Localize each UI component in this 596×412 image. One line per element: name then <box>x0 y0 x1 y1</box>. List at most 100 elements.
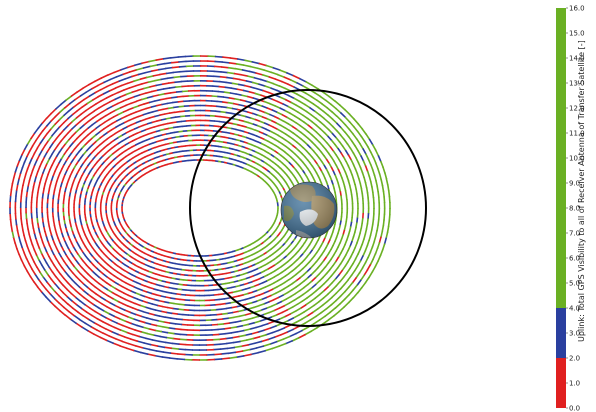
orbit-segment <box>293 258 299 264</box>
orbit-segment <box>169 141 174 145</box>
orbit-segment <box>133 285 139 290</box>
orbit-segment <box>278 117 285 123</box>
orbit-segment <box>257 281 264 286</box>
orbit-segment <box>310 326 319 333</box>
orbit-segment <box>179 273 185 276</box>
orbit-segment <box>276 213 279 216</box>
orbit-segment <box>68 98 76 105</box>
orbit-segment <box>128 342 137 347</box>
orbit-segment <box>155 139 161 143</box>
orbit-segment <box>284 164 288 169</box>
orbit-segment <box>284 151 289 156</box>
orbit-segment <box>117 140 123 145</box>
orbit-segment <box>380 230 384 238</box>
orbit-segment <box>109 226 113 231</box>
orbit-segment <box>85 87 93 94</box>
orbit-segment <box>68 214 71 220</box>
orbit-segment <box>217 323 224 326</box>
orbit-segment <box>339 298 346 305</box>
colorbar-segment <box>556 358 566 408</box>
orbit-segment <box>148 270 153 274</box>
orbit-segment <box>282 187 286 191</box>
orbit-segment <box>138 243 142 247</box>
orbit-segment <box>139 134 145 139</box>
orbit-segment <box>170 256 175 260</box>
orbit-segment <box>283 189 287 193</box>
orbit-segment <box>158 92 166 96</box>
orbit-segment <box>317 106 325 113</box>
orbit-segment <box>38 259 43 266</box>
orbit-segment <box>46 216 50 222</box>
orbit-segment <box>136 164 141 168</box>
orbit-segment <box>318 244 322 250</box>
orbit-segment <box>99 324 107 330</box>
orbit-segment <box>272 237 277 242</box>
orbit-segment <box>107 147 113 152</box>
orbit-segment <box>267 320 275 325</box>
orbit-segment <box>41 192 44 199</box>
orbit-segment <box>105 112 112 117</box>
orbit-segment <box>297 247 302 253</box>
orbit-segment <box>227 351 237 355</box>
orbit-segment <box>90 103 97 109</box>
orbit-segment <box>123 168 128 172</box>
orbit-segment <box>20 190 23 197</box>
orbit-segment <box>263 262 269 267</box>
orbit-segment <box>59 106 66 114</box>
orbit-segment <box>112 297 119 303</box>
orbit-segment <box>350 189 353 196</box>
orbit-segment <box>318 166 323 172</box>
orbit-segment <box>47 188 51 195</box>
orbit-segment <box>113 68 122 74</box>
orbit-segment <box>133 78 141 83</box>
orbit-segment <box>123 119 130 124</box>
orbit-segment <box>266 80 275 85</box>
orbit-segment <box>256 288 262 292</box>
orbit-segment <box>122 155 127 160</box>
orbit-segment <box>139 249 143 253</box>
orbit-segment <box>341 265 347 272</box>
orbit-segment <box>93 249 98 255</box>
orbit-segment <box>296 93 304 99</box>
orbit-segment <box>86 279 93 285</box>
orbit-segment <box>259 109 266 114</box>
orbit-segment <box>311 134 317 140</box>
orbit-segment <box>102 309 110 315</box>
orbit-segment <box>312 150 318 156</box>
orbit-segment <box>219 140 224 143</box>
orbit-segment <box>274 227 278 231</box>
orbit-segment <box>276 100 284 105</box>
orbit-segment <box>107 263 112 269</box>
orbit-segment <box>264 168 269 172</box>
orbit-segment <box>23 155 28 163</box>
orbit-segment <box>117 229 121 233</box>
orbit-segment <box>121 313 129 318</box>
orbit-segment <box>261 105 268 109</box>
orbit-segment <box>103 186 107 190</box>
orbit-segment <box>108 235 113 240</box>
orbit-segment <box>338 186 342 192</box>
orbit-segment <box>274 194 277 198</box>
orbit-segment <box>371 240 376 248</box>
orbit-segment <box>109 245 114 249</box>
orbit-segment <box>261 73 270 78</box>
orbit-segment <box>318 141 324 147</box>
orbit-segment <box>309 297 316 303</box>
orbit-segment <box>303 140 309 146</box>
orbit-segment <box>119 223 123 227</box>
orbit-segment <box>282 255 287 260</box>
orbit-segment <box>70 158 75 164</box>
orbit-segment <box>181 288 187 291</box>
orbit-segment <box>254 256 259 260</box>
orbit-segment <box>39 271 45 278</box>
orbit-segment <box>267 260 272 265</box>
orbit-segment <box>285 295 292 300</box>
orbit-segment <box>87 152 92 158</box>
orbit-segment <box>129 283 135 288</box>
orbit-segment <box>168 327 176 330</box>
orbit-segment <box>315 131 321 137</box>
orbit-segment <box>264 244 268 249</box>
orbit-segment <box>86 286 93 292</box>
orbit-segment <box>262 179 266 183</box>
orbit-segment <box>89 198 92 203</box>
